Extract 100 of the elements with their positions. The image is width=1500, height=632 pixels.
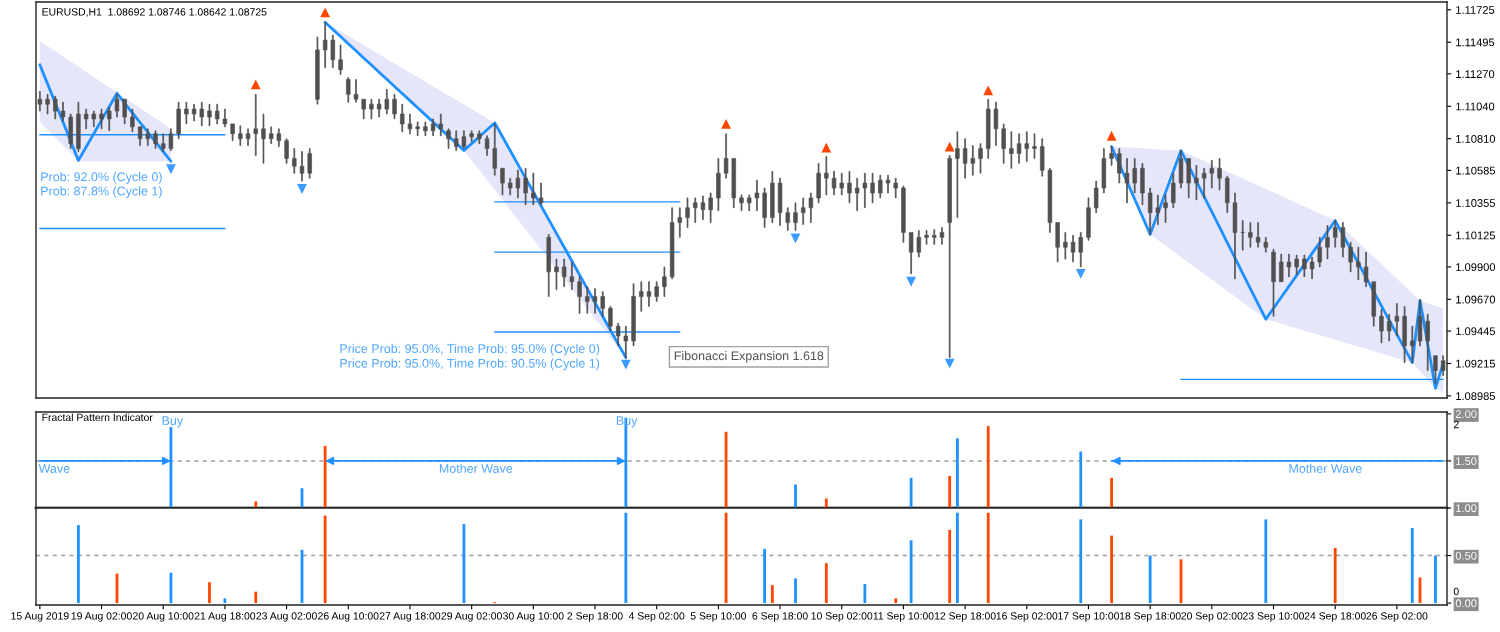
- candlestick: [1379, 309, 1384, 344]
- candlestick: [1055, 222, 1060, 263]
- bar: [208, 582, 211, 604]
- bar: [1410, 527, 1414, 604]
- y-tick-label: 1.11725: [1456, 6, 1495, 14]
- candlestick: [569, 261, 575, 290]
- candlestick: [261, 113, 266, 164]
- candlestick: [685, 197, 690, 228]
- candlestick: [1117, 148, 1122, 184]
- candlestick: [130, 108, 135, 133]
- candlestick: [384, 89, 390, 115]
- candlestick: [1040, 138, 1045, 177]
- bar: [1148, 555, 1152, 604]
- y-tick-label: 1.11270: [1456, 70, 1495, 79]
- candlestick: [554, 258, 559, 290]
- candlestick: [986, 98, 991, 159]
- annotation: Prob: 92.0% (Cycle 0): [41, 172, 162, 184]
- candlestick: [1356, 246, 1361, 281]
- candlestick: [615, 322, 621, 347]
- candlestick: [1001, 123, 1006, 164]
- annotation: Buy: [162, 416, 184, 428]
- candlestick: [677, 207, 683, 238]
- candlestick: [631, 283, 636, 347]
- candlestick: [747, 194, 752, 212]
- text: EURUSD,H1 1.08692 1.08746 1.08642 1.08725: [42, 8, 267, 17]
- candlestick: [45, 93, 50, 115]
- candlestick: [1240, 220, 1245, 251]
- candlestick: [854, 177, 860, 212]
- y-tick-label: 1.00: [1456, 504, 1477, 513]
- point: [250, 79, 261, 90]
- candlestick: [37, 91, 43, 112]
- candlestick: [531, 172, 536, 206]
- point: [166, 164, 176, 175]
- point: [721, 118, 731, 129]
- x-tick-label: 24 Sep 18:00: [1304, 612, 1366, 622]
- x-tick-label: 23 Aug 02:00: [256, 612, 317, 622]
- candlestick: [322, 21, 328, 69]
- candlestick: [1294, 254, 1299, 276]
- candlestick: [1140, 163, 1145, 206]
- point: [821, 142, 832, 153]
- candlestick: [1394, 303, 1400, 337]
- y-tick-label: 1.11040: [1456, 102, 1495, 111]
- x-tick-label: 11 Sep 10:00: [873, 612, 934, 622]
- candlestick: [1248, 222, 1253, 248]
- candlestick: [970, 145, 976, 176]
- candlestick: [454, 130, 459, 151]
- candlestick: [199, 101, 204, 127]
- candlestick: [700, 195, 706, 220]
- candlestick: [122, 98, 127, 125]
- candlestick: [500, 167, 505, 196]
- annotation: Mother Wave: [439, 463, 513, 473]
- candlestick: [870, 172, 875, 204]
- candlestick: [955, 131, 960, 218]
- candlestick: [477, 130, 482, 144]
- bar: [1333, 547, 1337, 604]
- candlestick: [1309, 256, 1315, 280]
- candlestick: [1163, 194, 1168, 223]
- candlestick: [1417, 299, 1423, 347]
- candlestick: [1016, 133, 1022, 164]
- candlestick: [1255, 222, 1261, 248]
- bar: [624, 512, 628, 604]
- candlestick: [901, 185, 906, 243]
- candlestick: [777, 177, 783, 226]
- bar: [1079, 519, 1083, 604]
- candlestick: [662, 266, 667, 297]
- candlestick: [731, 158, 736, 209]
- candlestick: [423, 121, 428, 137]
- candlestick: [245, 128, 251, 146]
- candlestick: [739, 194, 744, 212]
- candlestick: [307, 148, 312, 179]
- candlestick: [268, 126, 274, 144]
- y-tick-label: 0.50: [1455, 551, 1477, 560]
- candlestick: [1124, 158, 1130, 204]
- candlestick: [222, 108, 228, 128]
- y-tick-label: 1.08985: [1456, 392, 1496, 401]
- x-tick-label: 27 Aug 18:00: [379, 612, 441, 622]
- bar: [1110, 535, 1113, 604]
- candlestick: [762, 187, 767, 228]
- candlestick: [330, 34, 336, 69]
- candlestick: [893, 177, 898, 199]
- x-tick-label: 23 Sep 10:00: [1243, 612, 1305, 622]
- point: [906, 276, 917, 287]
- candlestick: [238, 125, 243, 146]
- candlestick: [878, 174, 883, 199]
- candlestick: [214, 103, 220, 125]
- candlestick: [153, 130, 158, 149]
- candlestick: [484, 135, 490, 156]
- bar: [763, 548, 767, 604]
- candlestick: [639, 281, 644, 312]
- candlestick: [577, 276, 582, 314]
- candlestick: [1063, 232, 1068, 260]
- x-tick-label: 15 Aug 2019: [11, 612, 69, 622]
- candlestick: [1371, 281, 1376, 327]
- candlestick: [1225, 175, 1230, 214]
- chart-title: Fractal Pattern Indicator: [42, 413, 153, 422]
- candlestick: [723, 133, 729, 179]
- annotation: Fibonacci Expansion 1.618: [674, 350, 824, 363]
- annotation: Mother Wave: [1289, 463, 1362, 473]
- candlestick: [693, 197, 698, 223]
- x-tick-label: 30 Aug 10:00: [503, 612, 564, 622]
